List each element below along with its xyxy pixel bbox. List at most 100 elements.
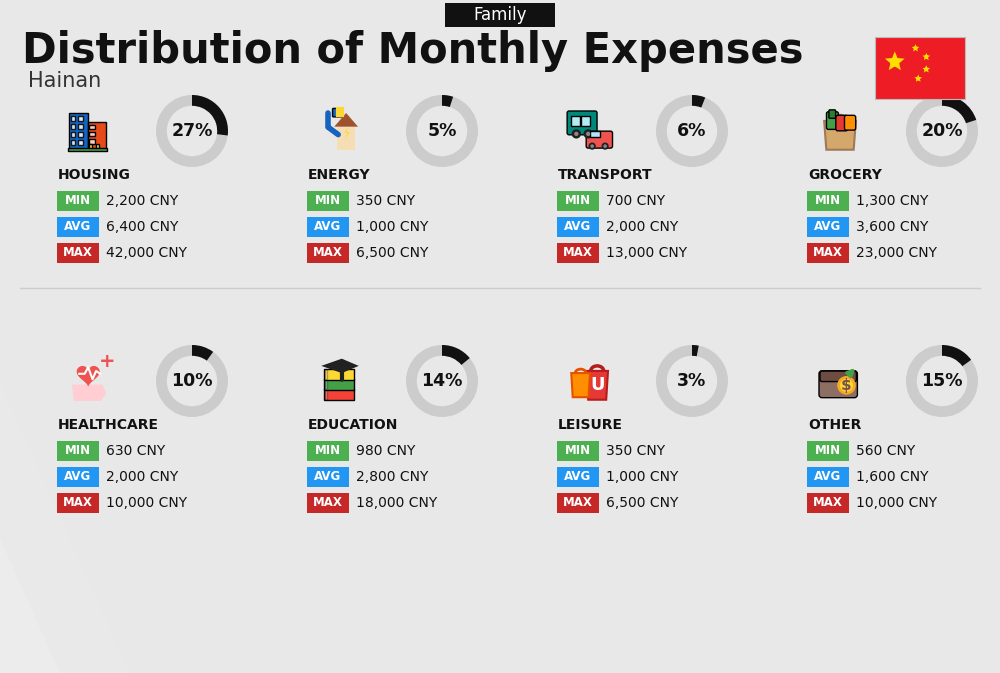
Polygon shape — [40, 0, 560, 673]
FancyBboxPatch shape — [557, 441, 599, 461]
Polygon shape — [912, 44, 919, 51]
Text: MAX: MAX — [813, 246, 843, 260]
Text: AVG: AVG — [564, 221, 592, 234]
Text: 1,600 CNY: 1,600 CNY — [856, 470, 928, 484]
Text: OTHER: OTHER — [808, 418, 861, 432]
FancyBboxPatch shape — [78, 124, 83, 129]
FancyBboxPatch shape — [807, 217, 849, 237]
FancyBboxPatch shape — [571, 116, 580, 126]
Polygon shape — [337, 127, 355, 149]
Text: 2,800 CNY: 2,800 CNY — [356, 470, 428, 484]
FancyBboxPatch shape — [71, 124, 75, 129]
FancyBboxPatch shape — [807, 493, 849, 513]
FancyBboxPatch shape — [96, 144, 99, 149]
Text: 560 CNY: 560 CNY — [856, 444, 915, 458]
FancyBboxPatch shape — [333, 108, 342, 117]
Text: 3,600 CNY: 3,600 CNY — [856, 220, 928, 234]
Text: 27%: 27% — [171, 122, 213, 140]
Text: 630 CNY: 630 CNY — [106, 444, 165, 458]
Wedge shape — [156, 345, 228, 417]
FancyBboxPatch shape — [57, 243, 99, 263]
FancyBboxPatch shape — [557, 217, 599, 237]
Text: 2,000 CNY: 2,000 CNY — [606, 220, 678, 234]
Text: AVG: AVG — [314, 470, 342, 483]
Text: Family: Family — [473, 6, 527, 24]
FancyBboxPatch shape — [807, 191, 849, 211]
Text: 1,300 CNY: 1,300 CNY — [856, 194, 928, 208]
FancyBboxPatch shape — [586, 131, 613, 148]
Text: MAX: MAX — [63, 246, 93, 260]
Circle shape — [574, 132, 578, 136]
Polygon shape — [880, 0, 1000, 673]
Wedge shape — [156, 95, 228, 167]
Text: 6,400 CNY: 6,400 CNY — [106, 220, 178, 234]
Wedge shape — [692, 345, 699, 356]
Text: 20%: 20% — [921, 122, 963, 140]
Text: AVG: AVG — [64, 221, 92, 234]
Polygon shape — [530, 0, 1000, 673]
FancyBboxPatch shape — [557, 493, 599, 513]
Polygon shape — [914, 75, 922, 82]
Polygon shape — [0, 0, 210, 673]
Text: 23,000 CNY: 23,000 CNY — [856, 246, 937, 260]
Text: MIN: MIN — [65, 194, 91, 207]
Text: +: + — [99, 352, 116, 371]
Text: 2,000 CNY: 2,000 CNY — [106, 470, 178, 484]
Text: 15%: 15% — [921, 372, 963, 390]
Polygon shape — [950, 0, 1000, 673]
Text: TRANSPORT: TRANSPORT — [558, 168, 653, 182]
Wedge shape — [656, 345, 728, 417]
Wedge shape — [406, 345, 478, 417]
FancyBboxPatch shape — [57, 217, 99, 237]
Text: 1,000 CNY: 1,000 CNY — [606, 470, 678, 484]
Circle shape — [584, 129, 593, 139]
FancyBboxPatch shape — [325, 390, 327, 399]
Text: MAX: MAX — [313, 497, 343, 509]
FancyBboxPatch shape — [71, 116, 75, 121]
FancyBboxPatch shape — [807, 441, 849, 461]
Circle shape — [589, 143, 596, 149]
Polygon shape — [824, 121, 856, 149]
FancyBboxPatch shape — [89, 125, 95, 129]
Text: AVG: AVG — [814, 221, 842, 234]
Text: MAX: MAX — [563, 497, 593, 509]
Wedge shape — [192, 345, 213, 361]
Polygon shape — [571, 373, 590, 397]
Text: 2,200 CNY: 2,200 CNY — [106, 194, 178, 208]
Polygon shape — [390, 0, 910, 673]
Text: Hainan: Hainan — [28, 71, 101, 91]
Wedge shape — [942, 345, 971, 366]
Circle shape — [603, 144, 607, 148]
FancyBboxPatch shape — [844, 115, 856, 130]
Text: 13,000 CNY: 13,000 CNY — [606, 246, 687, 260]
Circle shape — [572, 129, 581, 139]
FancyBboxPatch shape — [89, 139, 95, 143]
FancyBboxPatch shape — [57, 467, 99, 487]
Polygon shape — [250, 0, 770, 673]
FancyBboxPatch shape — [307, 243, 349, 263]
Polygon shape — [600, 0, 1000, 673]
FancyBboxPatch shape — [324, 390, 354, 400]
Polygon shape — [77, 366, 100, 387]
Wedge shape — [442, 345, 470, 365]
Text: MAX: MAX — [813, 497, 843, 509]
Polygon shape — [460, 0, 980, 673]
Wedge shape — [906, 345, 978, 417]
Text: U: U — [590, 376, 604, 394]
Polygon shape — [810, 0, 1000, 673]
Text: HOUSING: HOUSING — [58, 168, 131, 182]
Text: 350 CNY: 350 CNY — [356, 194, 415, 208]
FancyBboxPatch shape — [69, 113, 88, 149]
Text: 14%: 14% — [421, 372, 463, 390]
Wedge shape — [942, 95, 976, 123]
Text: MIN: MIN — [815, 194, 841, 207]
FancyBboxPatch shape — [807, 243, 849, 263]
Wedge shape — [692, 95, 705, 108]
Polygon shape — [740, 0, 1000, 673]
Polygon shape — [344, 127, 350, 140]
FancyBboxPatch shape — [325, 380, 327, 389]
FancyBboxPatch shape — [307, 493, 349, 513]
FancyBboxPatch shape — [57, 441, 99, 461]
Text: 10,000 CNY: 10,000 CNY — [856, 496, 937, 510]
Text: Distribution of Monthly Expenses: Distribution of Monthly Expenses — [22, 30, 804, 72]
